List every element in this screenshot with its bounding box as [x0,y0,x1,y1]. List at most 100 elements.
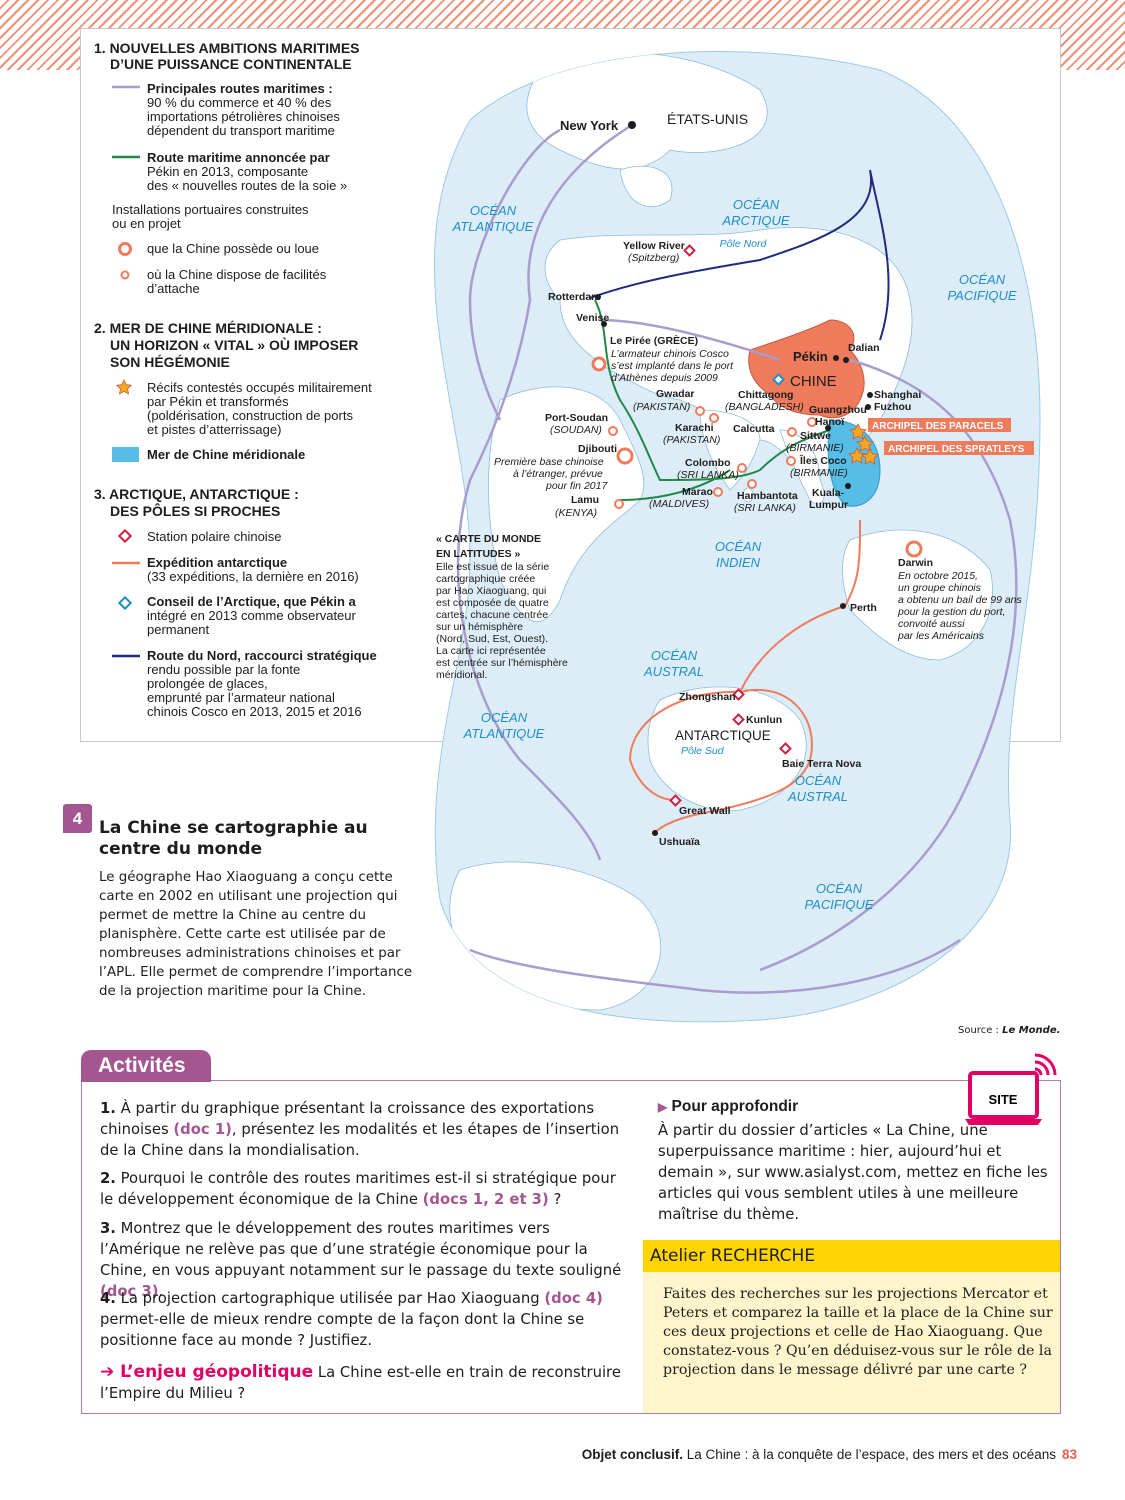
label-ushuaia: Ushuaïa [659,836,700,848]
label-marao: Marao [682,486,713,498]
label-lamu2: (KENYA) [555,507,597,519]
silk-route [594,299,831,482]
label-portsoudan: Port-Soudan [545,412,608,424]
ocean-atl-s-1: OCÉAN [481,710,528,725]
site-label: SITE [989,1092,1018,1107]
label-sittwe2: (BIRMANIE) [786,442,844,454]
legend-sea: Mer de Chine méridionale [147,447,306,462]
legend-north-l4: emprunté par l’armateur national [147,690,335,705]
label-yellow2: (Spitzberg) [628,252,679,264]
legend-silk-l3: des « nouvelles routes de la soie » [147,178,348,193]
ocean-ind-1: OCÉAN [715,539,762,554]
scs-symbol [112,447,139,462]
main-routes [456,123,1018,994]
label-carte9: (Nord, Sud, Est, Ouest). [436,633,548,645]
label-kuala: Kuala- [812,487,845,499]
question-2: 2. Pourquoi le contrôle des routes marit… [100,1168,630,1210]
q2-text-b: ? [548,1191,562,1208]
label-carte5: par Hao Xiaoguang, qui [436,585,546,597]
label-chitta: Chittagong [738,389,793,401]
ocean-aus-b-1: OCÉAN [795,773,842,788]
expedition-symbol [112,561,140,565]
label-darwin2: En octobre 2015, [898,570,978,582]
label-chitta2: (BANGLADESH) [725,401,804,413]
label-piree2: L’armateur chinois Cosco [611,348,729,360]
label-coco: Îles Coco [799,454,847,467]
label-carte6: est composée de quatre [436,597,549,609]
label-polesud: Pôle Sud [681,745,725,757]
atelier-title: Atelier RECHERCHE [643,1240,1060,1272]
ocean-arc-1: OCÉAN [733,197,780,212]
legend-owned: que la Chine possède ou loue [147,241,320,256]
ocean-atl-n-1: OCÉAN [470,203,517,218]
source-name: Le Monde. [1002,1025,1061,1036]
label-lamu: Lamu [571,494,599,506]
legend-expe-l1: Expédition antarctique [147,555,288,570]
site-laptop-icon[interactable]: SITE [965,1053,1057,1127]
label-terranova: Baie Terra Nova [782,758,861,770]
label-guangzhou: Guangzhou [809,404,867,416]
question-4: 4. La projection cartographique utilisée… [100,1288,630,1351]
legend-arctic-l2: intégré en 2013 comme observateur [147,608,356,623]
contested-reefs [848,423,879,465]
q2-text-a: Pourquoi le contrôle des routes maritime… [100,1170,616,1208]
antarctic-expeditions [628,519,861,833]
doc-body: Le géographe Hao Xiaoguang a conçu cette… [99,870,413,999]
source-label: Source : [958,1025,1003,1036]
spratleys-box [884,441,1034,455]
legend-s1-title2: D’UNE PUISSANCE CONTINENTALE [110,56,352,72]
label-usa: ÉTATS-UNIS [667,111,748,127]
legend-station: Station polaire chinoise [147,529,282,544]
label-darwin4: a obtenu un bail de 99 ans [898,594,1023,606]
label-gwadar2: (PAKISTAN) [633,401,690,413]
label-zhongshan: Zhongshan [679,691,736,703]
label-newyork: New York [560,118,619,133]
legend-reefs-l2: par Pékin et transformés [147,394,289,409]
label-carte1: « CARTE DU MONDE [436,533,541,545]
legend-expe-l2: (33 expéditions, la dernière en 2016) [147,569,359,584]
q1-number: 1. [100,1100,116,1117]
legend-ports-l2: ou en projet [112,216,181,231]
china-land [748,319,865,419]
approfondir-title: Pour approfondir [671,1098,799,1115]
label-piree: Le Pirée (GRÈCE) [610,334,698,347]
paracels-box [868,418,1011,432]
label-djibouti4: pour fin 2017 [545,480,608,492]
map-text: New York ÉTATS-UNIS Yellow River (Spitzb… [436,111,1025,848]
question-1: 1. À partir du graphique présentant la c… [100,1098,630,1161]
legend-north-l3: prolongée de glaces, [147,676,268,691]
ocean-pac-s-1: OCÉAN [816,881,863,896]
main-route-symbol [112,85,140,89]
legend-s2-title2: UN HORIZON « VITAL » OÙ IMPOSER [110,337,359,353]
q4-text-b: permet-elle de mieux rendre compte de la… [100,1311,585,1349]
ocean-ind-2: INDIEN [716,555,761,570]
legend-routes-l3: dépendent du transport maritime [147,123,335,138]
approfondir-heading: ▶ Pour approfondir [658,1098,798,1116]
label-colombo2: (SRI LANKA) [677,469,739,481]
q1-text-a: À partir du graphique présentant la croi… [100,1100,595,1138]
ocean-pole-nord: Pôle Nord [720,238,768,250]
legend-reefs-l1: Récifs contestés occupés militairement [147,380,372,395]
owned-port-symbol [118,242,132,256]
q3-ref: (doc 3) [100,1283,159,1300]
legend-north-l1: Route du Nord, raccourci stratégique [147,648,377,663]
ocean-aus-b-2: AUSTRAL [787,789,848,804]
legend-arctic-l1: Conseil de l’Arctique, que Pékin a [147,594,356,609]
page-footer: Objet conclusif. La Chine : à la conquêt… [582,1447,1077,1462]
label-carte10: La carte ici représentée [436,645,546,657]
ocean-arc-2: ARCTIQUE [721,213,790,228]
label-karachi2: (PAKISTAN) [663,434,720,446]
north-america-land [526,52,768,170]
legend-s3-title2: DES PÔLES SI PROCHES [110,503,281,519]
q3-text-b: . [158,1283,164,1300]
legend-reefs-l3: (poldérisation, construction de ports [147,408,353,423]
footer-bold: Objet conclusif. [581,1447,683,1462]
footer-text: La Chine : à la conquête de l’espace, de… [682,1447,1056,1462]
legend-silk-l2: Pékin en 2013, composante [147,164,309,179]
activities-frame [81,1080,1061,1414]
legend-facility-l1: où la Chine dispose de facilités [147,267,327,282]
legend-north-l5: chinois Cosco en 2013, 2015 et 2016 [147,704,362,719]
legend-ports-l1: Installations portuaires construites [112,202,309,217]
label-perth: Perth [850,602,877,614]
label-paracels: ARCHIPEL DES PARACELS [872,421,1004,432]
